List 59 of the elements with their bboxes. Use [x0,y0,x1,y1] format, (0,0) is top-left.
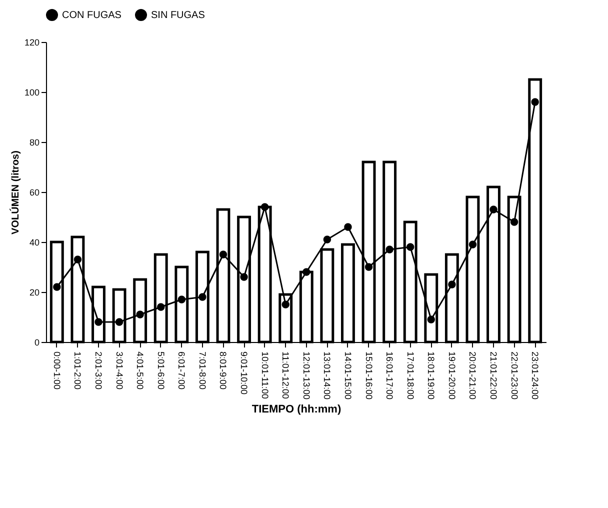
point [302,268,310,276]
x-tick-label: 16:01-17:00 [384,352,395,400]
point [115,318,124,326]
x-tick-label: 11:01-12:00 [280,352,291,399]
x-tick-label: 13:01-14:00 [322,352,332,400]
point [178,296,186,304]
point [156,303,165,311]
x-tick-label: 12:01-13:00 [301,352,312,400]
y-tick-label: 0 [34,338,40,348]
point [136,310,144,318]
x-tick-label: 10:01-11:00 [260,352,270,399]
point [490,206,498,214]
x-tick-label: 15:01-16:00 [364,352,374,400]
point [406,243,414,251]
point [74,256,82,264]
x-tick-label: 6:01-7:00 [176,352,187,390]
point [240,273,248,281]
point [344,223,352,231]
y-tick-label: 100 [24,88,40,98]
x-tick-label: 4:01-5:00 [135,352,146,390]
x-tick-label: 1:01-2:00 [72,352,83,390]
y-tick-label: 20 [29,288,40,298]
x-tick-label: 14:01-15:00 [342,352,353,400]
point [198,293,206,301]
x-tick-label: 17:01-18:00 [405,352,416,400]
y-tick-label: 60 [29,188,40,198]
y-tick-label: 40 [29,238,40,248]
y-axis-title: VOLÚMEN (litros) [9,150,22,234]
x-tick-label: 3:01-4:00 [114,352,124,390]
point [323,236,332,244]
x-tick-label: 18:01-19:00 [426,352,436,400]
x-tick-label: 2:01-3:00 [93,352,104,390]
point [531,98,539,106]
point [448,280,456,288]
point [94,318,102,326]
point [510,218,518,226]
point [219,250,228,258]
x-tick-label: 22:01-23:00 [509,352,520,400]
legend-label: SIN FUGAS [151,10,206,21]
legend-label: CON FUGAS [62,10,122,21]
x-tick-label: 9:01-10:00 [239,352,250,395]
x-axis-title: TIEMPO (hh:mm) [252,404,342,416]
x-tick-label: 7:01-8:00 [197,352,208,390]
point [468,240,477,248]
x-tick-label: 5:01-6:00 [156,352,166,390]
point [364,263,373,271]
y-tick-label: 80 [29,138,40,148]
x-tick-label: 19:01-20:00 [446,352,457,400]
point [282,300,290,308]
x-tick-label: 20:01-21:00 [468,352,478,400]
x-tick-label: 23:01-24:00 [530,352,540,400]
y-tick-label: 120 [24,38,40,48]
point [53,283,61,291]
point [386,246,394,254]
point [260,203,269,211]
x-tick-label: 21:01-22:00 [488,352,499,400]
point [427,316,436,324]
x-tick-label: 0:00-1:00 [52,352,62,390]
x-tick-label: 8:01-9:00 [218,352,228,390]
